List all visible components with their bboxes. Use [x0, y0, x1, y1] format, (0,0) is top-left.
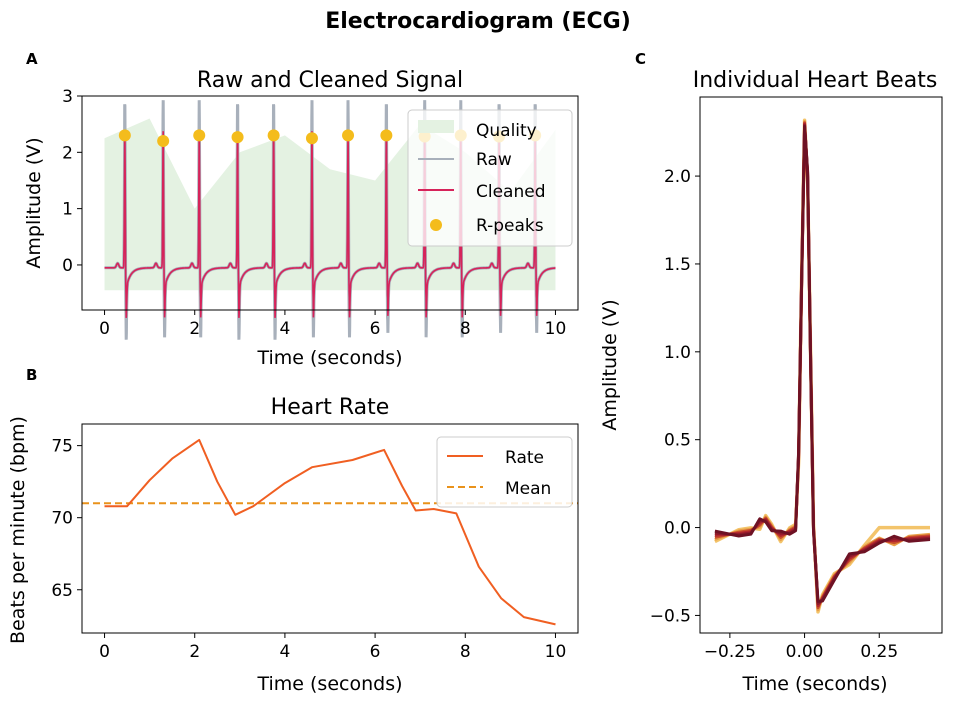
panel-a-title: Raw and Cleaned Signal — [197, 68, 463, 93]
panel-b-x-ticks: 0 2 4 6 8 10 — [99, 633, 566, 662]
panel-a-ytick-label: 3 — [62, 87, 73, 107]
legend-raw-label: Raw — [476, 150, 512, 170]
panel-a-y-ticks: 0 1 2 3 — [62, 87, 82, 276]
legend-rpeaks-swatch — [430, 219, 442, 231]
panel-a-xtick-label: 4 — [279, 319, 290, 339]
panel-a-xlabel: Time (seconds) — [256, 347, 402, 369]
panel-a-xtick-label: 8 — [460, 319, 471, 339]
panel-c-xlabel: Time (seconds) — [741, 673, 887, 695]
figure-title: Electrocardiogram (ECG) — [325, 9, 631, 34]
panel-c-ylabel: Amplitude (V) — [599, 299, 621, 430]
panel-a-x-ticks: 0 2 4 6 8 10 — [99, 310, 566, 339]
panel-a: A Raw and Cleaned Signal 0 2 4 6 8 10 0 1 2 3 Ti… — [23, 50, 579, 369]
panel-b-xlabel: Time (seconds) — [256, 673, 402, 695]
panel-c-letter: C — [635, 50, 646, 68]
panel-c-plot-area — [714, 118, 931, 614]
legend-quality-label: Quality — [476, 121, 537, 141]
panel-b-letter: B — [26, 366, 37, 384]
panel-c-frame — [699, 96, 943, 634]
panel-c-xtick-label: 0.00 — [786, 642, 824, 662]
panel-b-title: Heart Rate — [271, 395, 390, 420]
panel-a-legend-box — [407, 109, 573, 247]
r-peak-marker — [118, 129, 131, 142]
panel-b-legend-box — [436, 436, 573, 508]
panel-a-xtick-label: 0 — [99, 319, 110, 339]
legend-rpeaks-label: R-peaks — [476, 216, 544, 236]
r-peak-marker — [342, 129, 355, 142]
panel-b-xtick-label: 4 — [279, 642, 290, 662]
panel-c-xtick-label: 0.25 — [860, 642, 898, 662]
panel-b-ylabel: Beats per minute (bpm) — [7, 416, 29, 644]
panel-b-ytick-label: 75 — [51, 437, 73, 457]
legend-cleaned-label: Cleaned — [476, 182, 546, 202]
panel-b-ytick-label: 70 — [51, 509, 73, 529]
panel-b-xtick-label: 8 — [460, 642, 471, 662]
panel-b-frame — [81, 423, 579, 634]
panel-a-xtick-label: 6 — [370, 319, 381, 339]
panel-b-xtick-label: 2 — [189, 642, 200, 662]
panel-b: B Heart Rate 0 2 4 6 8 10 65 70 75 Time (second… — [7, 366, 579, 695]
heart-rate-line — [104, 438, 556, 626]
panel-c-x-ticks: −0.25 0.00 0.25 — [704, 633, 898, 662]
panel-b-xtick-label: 0 — [99, 642, 110, 662]
panel-b-ytick-label: 65 — [51, 581, 73, 601]
legend-mean-label: Mean — [505, 479, 551, 499]
heartbeat-line — [714, 125, 931, 603]
panel-a-xtick-label: 10 — [545, 319, 567, 339]
panel-c-ytick-label: 2.0 — [664, 167, 691, 187]
panel-a-ytick-label: 1 — [62, 200, 73, 220]
panel-c-y-ticks: −0.5 0.0 0.5 1.0 1.5 2.0 — [650, 167, 700, 626]
panel-c: C Individual Heart Beats −0.25 0.00 0.25 −… — [599, 50, 943, 695]
panel-c-ytick-label: 1.5 — [664, 255, 691, 275]
panel-a-ytick-label: 2 — [62, 143, 73, 163]
panel-c-ytick-label: 0.0 — [664, 519, 691, 539]
panel-c-ytick-label: 1.0 — [664, 343, 691, 363]
panel-c-title: Individual Heart Beats — [693, 68, 938, 93]
panel-a-letter: A — [26, 50, 38, 68]
panel-a-xtick-label: 2 — [189, 319, 200, 339]
r-peak-marker — [157, 135, 170, 148]
r-peak-marker — [267, 129, 280, 142]
panel-b-y-ticks: 65 70 75 — [51, 437, 82, 601]
panel-a-ytick-label: 0 — [62, 256, 73, 276]
panel-c-ytick-label: −0.5 — [650, 606, 691, 626]
r-peak-marker — [380, 129, 393, 142]
legend-quality-swatch — [418, 120, 454, 133]
panel-c-xtick-label: −0.25 — [704, 642, 756, 662]
panel-b-xtick-label: 6 — [370, 642, 381, 662]
cleaned-signal-line — [104, 131, 556, 318]
panel-b-xtick-label: 10 — [545, 642, 567, 662]
panel-c-ytick-label: 0.5 — [664, 431, 691, 451]
panel-a-ylabel: Amplitude (V) — [23, 137, 45, 268]
legend-rate-label: Rate — [505, 448, 544, 468]
r-peak-marker — [231, 131, 244, 144]
r-peak-marker — [305, 132, 318, 145]
r-peak-marker — [193, 129, 206, 142]
panel-a-legend: Quality Raw Cleaned R-peaks — [407, 109, 573, 247]
panel-a-frame — [81, 95, 579, 311]
panel-b-legend: Rate Mean — [436, 436, 573, 508]
